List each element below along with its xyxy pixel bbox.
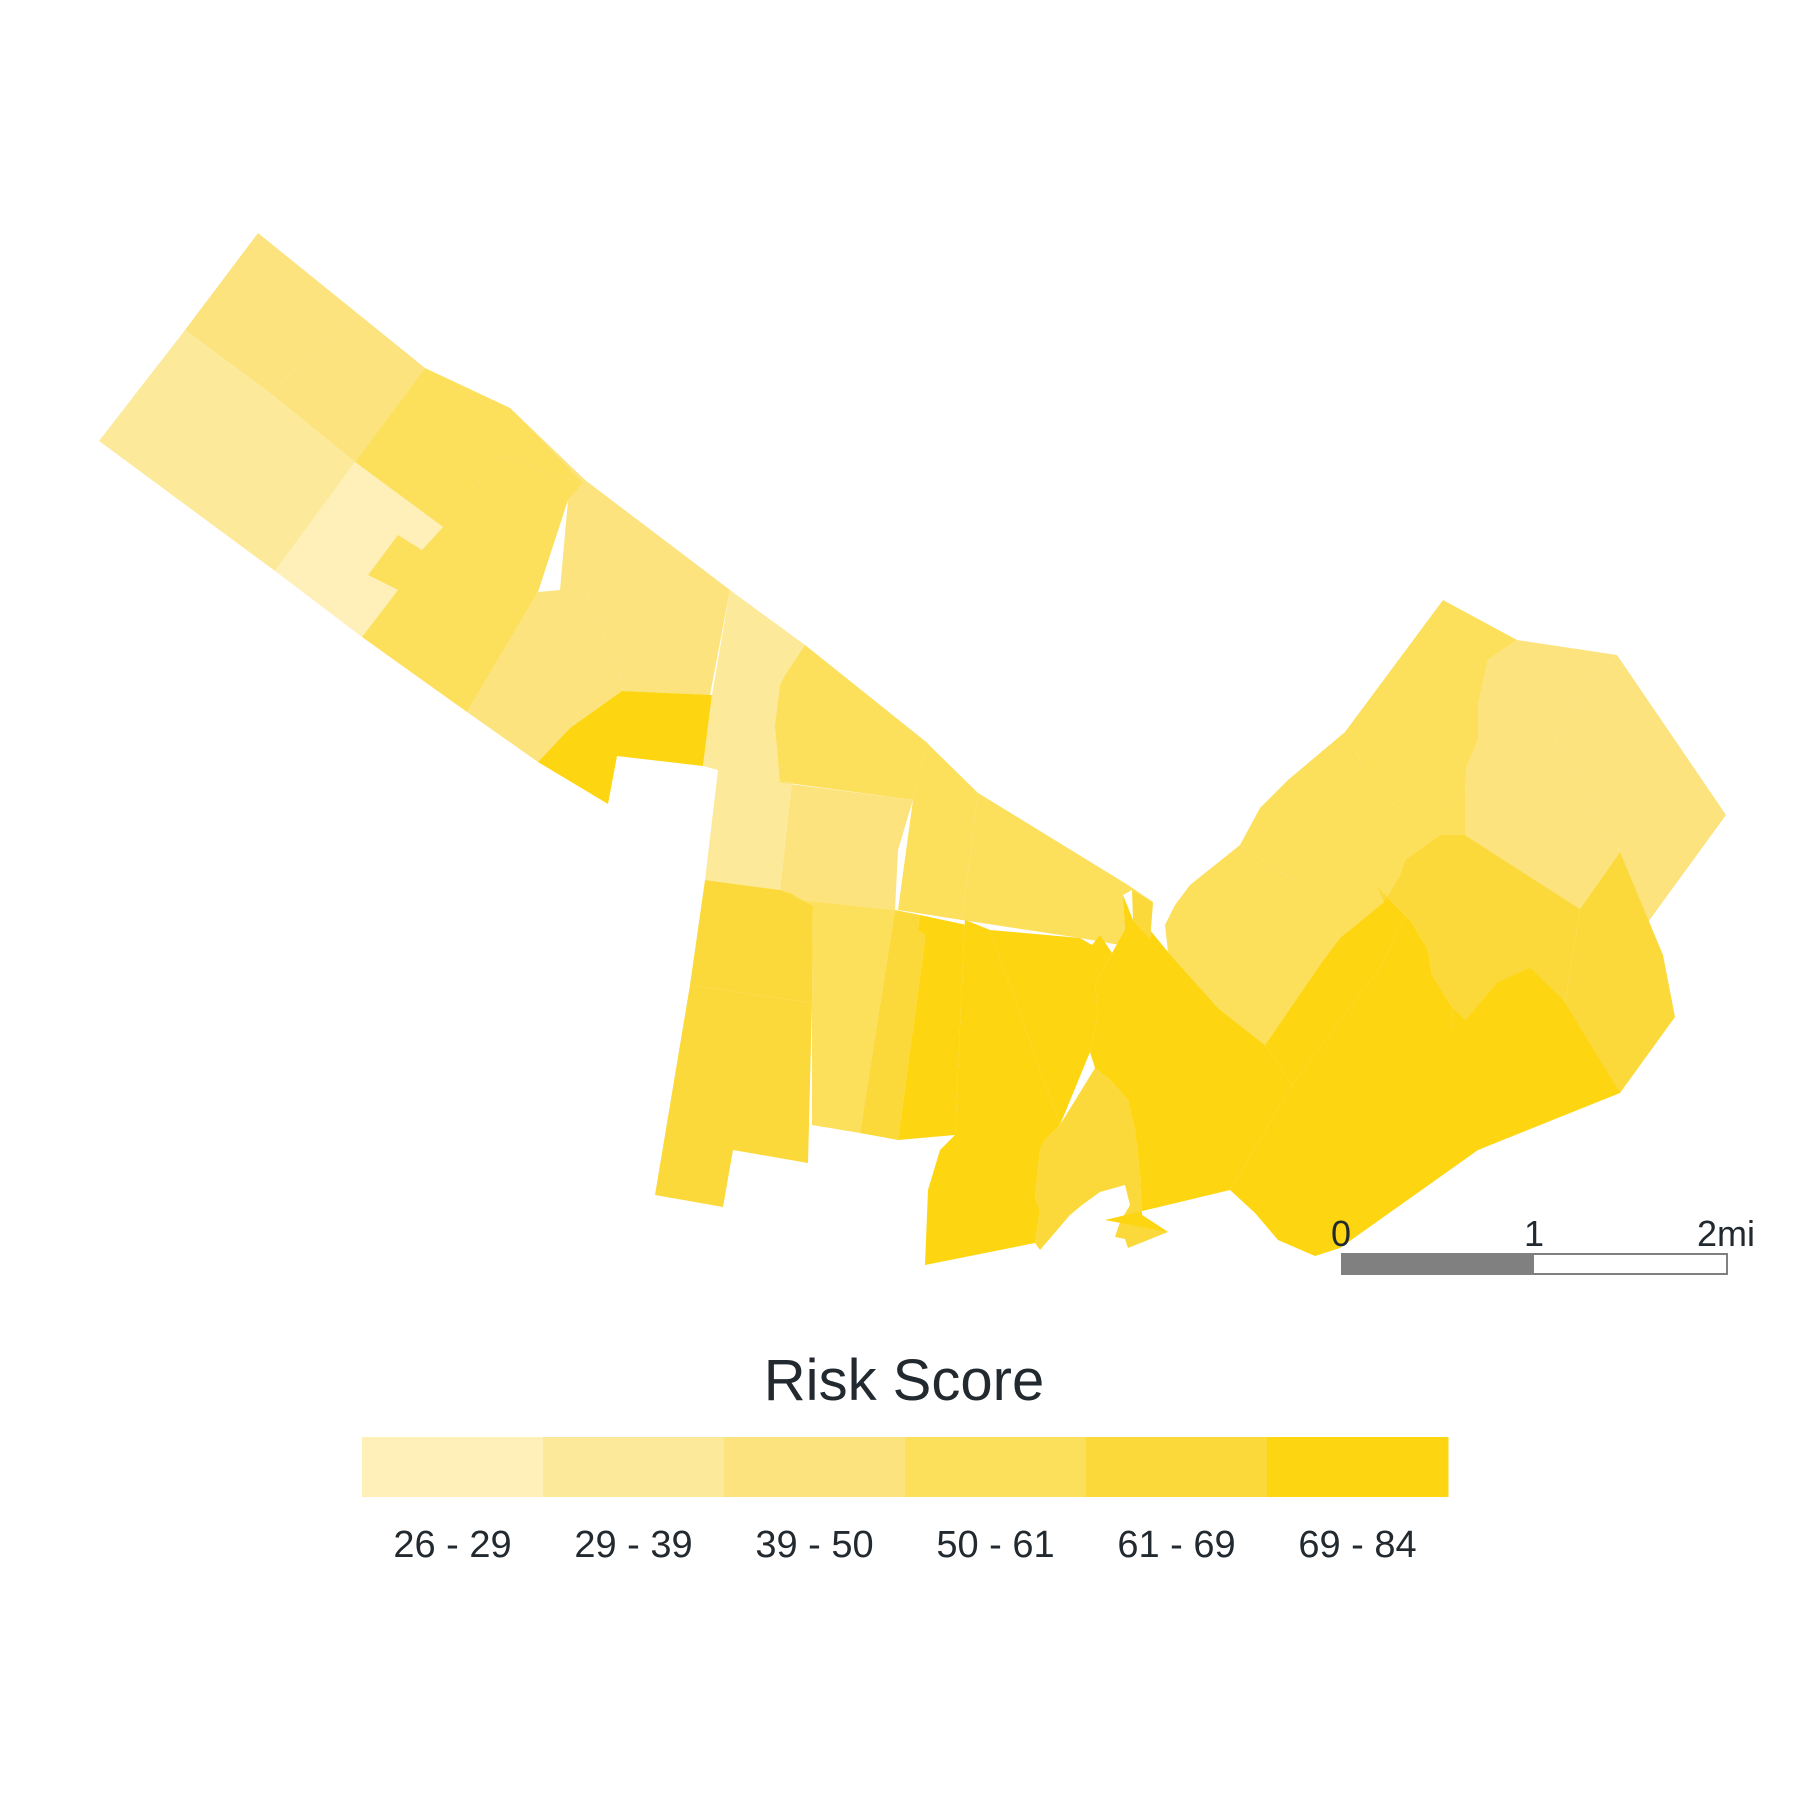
tract-region	[1090, 895, 1292, 1232]
legend-class-label: 26 - 29	[393, 1524, 511, 1566]
tract-region	[1440, 968, 1675, 1150]
scale-bar-outline	[1341, 1253, 1728, 1275]
legend-swatch	[905, 1437, 1087, 1497]
tract-region	[990, 930, 1112, 1125]
tract-region	[1265, 888, 1405, 1085]
tract-region	[1128, 885, 1168, 955]
legend-title: Risk Score	[764, 1348, 1044, 1413]
tract-region	[790, 893, 895, 1133]
legend-labels: 26 - 29 29 - 39 39 - 50 50 - 61 61 - 69 69 - …	[393, 1524, 1416, 1566]
legend: Risk Score 26 - 29 29 - 39 39 - 50 50 - 61 6…	[362, 1348, 1449, 1566]
legend-swatch	[362, 1437, 544, 1497]
legend-swatch	[543, 1437, 725, 1497]
legend-swatch	[724, 1437, 906, 1497]
tract-region	[962, 793, 1153, 945]
tract-region	[185, 233, 357, 393]
tract-region	[1510, 852, 1675, 1093]
tract-region	[467, 480, 622, 762]
legend-swatch	[1267, 1437, 1449, 1497]
tract-region	[275, 462, 443, 637]
tract-region	[538, 691, 712, 804]
scale-bar: 0 1 2mi	[1331, 1213, 1755, 1275]
tract-region	[1035, 1068, 1168, 1250]
tract-region	[775, 645, 930, 800]
legend-class-label: 29 - 39	[574, 1524, 692, 1566]
tract-region	[99, 330, 355, 571]
scale-bar-segment-empty	[1534, 1254, 1727, 1274]
tract-region	[355, 368, 585, 527]
tract-region	[1465, 640, 1620, 909]
tract-region	[860, 910, 925, 1140]
legend-class-label: 50 - 61	[936, 1524, 1054, 1566]
census-tract-layer	[99, 233, 1726, 1265]
tract-region	[362, 455, 585, 712]
legend-class-label: 61 - 69	[1117, 1524, 1235, 1566]
tract-region	[898, 743, 978, 920]
tract-region	[1555, 655, 1726, 955]
tract-region	[1240, 732, 1465, 938]
tract-region	[1132, 890, 1153, 940]
tract-region	[655, 985, 812, 1207]
tract-region	[1230, 915, 1500, 1256]
scale-bar-label: 1	[1524, 1213, 1544, 1254]
tract-region	[690, 880, 813, 1003]
tract-region	[898, 915, 990, 1140]
scale-bar-label: 0	[1331, 1213, 1351, 1254]
tract-region	[510, 408, 730, 695]
tract-region	[925, 920, 1060, 1265]
legend-swatches	[362, 1437, 1449, 1497]
legend-class-label: 39 - 50	[755, 1524, 873, 1566]
scale-bar-segment-filled	[1342, 1254, 1534, 1274]
legend-class-label: 69 - 84	[1298, 1524, 1416, 1566]
scale-bar-label: 2mi	[1697, 1213, 1755, 1254]
tract-region	[1165, 845, 1340, 1045]
tract-region	[775, 782, 913, 910]
legend-swatch	[1086, 1437, 1268, 1497]
tract-region	[1345, 600, 1517, 808]
tract-region	[270, 313, 425, 462]
tract-region	[703, 590, 805, 890]
